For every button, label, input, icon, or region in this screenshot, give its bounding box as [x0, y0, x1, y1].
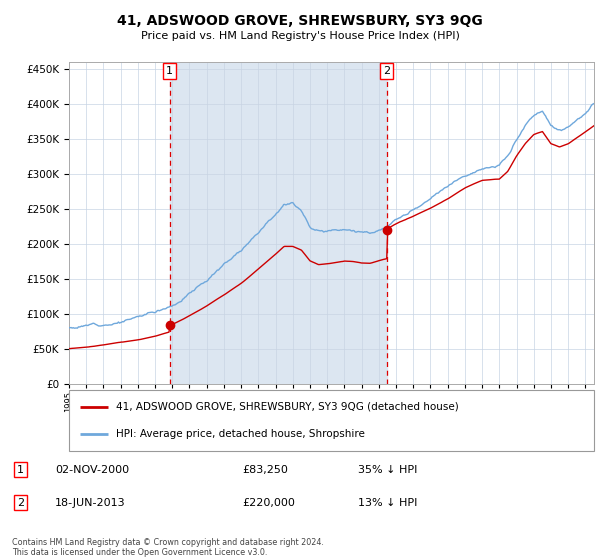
Text: 18-JUN-2013: 18-JUN-2013	[55, 498, 126, 507]
Text: 41, ADSWOOD GROVE, SHREWSBURY, SY3 9QG: 41, ADSWOOD GROVE, SHREWSBURY, SY3 9QG	[117, 14, 483, 28]
Text: 35% ↓ HPI: 35% ↓ HPI	[358, 465, 417, 475]
Text: 1: 1	[17, 465, 24, 475]
Text: Price paid vs. HM Land Registry's House Price Index (HPI): Price paid vs. HM Land Registry's House …	[140, 31, 460, 41]
Text: 13% ↓ HPI: 13% ↓ HPI	[358, 498, 417, 507]
Text: Contains HM Land Registry data © Crown copyright and database right 2024.
This d: Contains HM Land Registry data © Crown c…	[12, 538, 324, 557]
Text: 2: 2	[383, 66, 391, 76]
Text: 41, ADSWOOD GROVE, SHREWSBURY, SY3 9QG (detached house): 41, ADSWOOD GROVE, SHREWSBURY, SY3 9QG (…	[116, 402, 459, 412]
Text: 1: 1	[166, 66, 173, 76]
Bar	[170, 62, 387, 384]
Text: £220,000: £220,000	[242, 498, 295, 507]
Text: £83,250: £83,250	[242, 465, 288, 475]
Text: 2: 2	[17, 498, 24, 507]
Text: 02-NOV-2000: 02-NOV-2000	[55, 465, 130, 475]
Text: HPI: Average price, detached house, Shropshire: HPI: Average price, detached house, Shro…	[116, 430, 365, 440]
